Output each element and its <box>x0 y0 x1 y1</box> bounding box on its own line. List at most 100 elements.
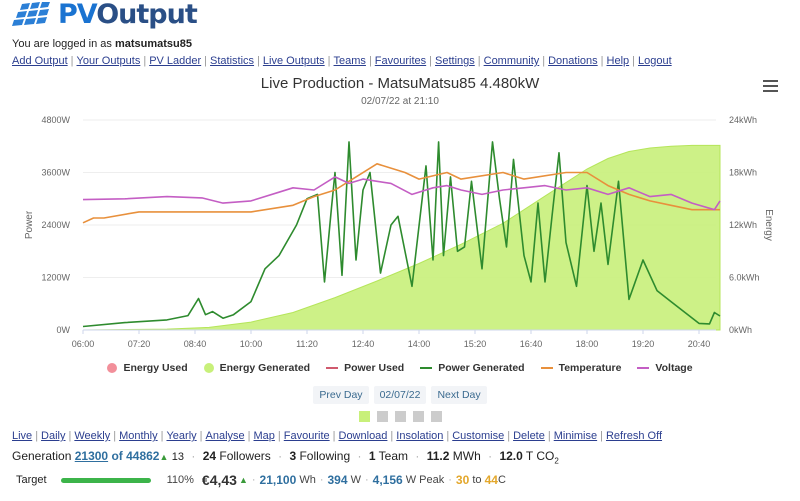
subnav-link-live[interactable]: Live <box>12 430 33 442</box>
followers-count: 24 <box>202 449 217 463</box>
temp-unit: C <box>497 474 506 486</box>
subnav-link-insolation[interactable]: Insolation <box>396 430 444 442</box>
energy-today: 21,100 <box>259 473 297 487</box>
nav-link-donations[interactable]: Donations <box>548 55 598 67</box>
subnav-link-monthly[interactable]: Monthly <box>119 430 158 442</box>
subnav-link-delete[interactable]: Delete <box>513 430 545 442</box>
x-tick-label: 18:00 <box>576 339 599 349</box>
nav-link-logout[interactable]: Logout <box>638 55 672 67</box>
legend-label: Power Used <box>344 362 405 374</box>
y-right-axis-title: Energy <box>763 209 774 241</box>
y-right-tick-label: 18kWh <box>729 168 757 178</box>
pager-square-5[interactable] <box>430 411 442 422</box>
nav-link-help[interactable]: Help <box>606 55 630 67</box>
x-tick-label: 11:20 <box>296 339 318 349</box>
nav-separator: | <box>429 55 433 67</box>
current-power: 394 <box>327 473 348 487</box>
subnav-link-customise[interactable]: Customise <box>452 430 505 442</box>
subnav-link-map[interactable]: Map <box>253 430 275 442</box>
pager-square-3[interactable] <box>394 411 406 422</box>
target-percent: 110% <box>166 474 194 486</box>
legend-label: Voltage <box>655 362 693 374</box>
x-tick-label: 07:20 <box>128 339 151 349</box>
hamburger-icon[interactable] <box>763 80 778 93</box>
nav-link-statistics[interactable]: Statistics <box>210 55 255 67</box>
pager-square-1[interactable] <box>358 411 370 422</box>
target-row: Target 110% €4,43 ▲ · 21,100 Wh · 394 W ·… <box>16 472 506 488</box>
x-tick-label: 12:40 <box>352 339 375 349</box>
generation-rank-link[interactable]: 21300 <box>74 449 109 463</box>
subnav-link-refresh-off[interactable]: Refresh Off <box>605 430 663 442</box>
legend-energy-used[interactable]: Energy Used <box>107 362 188 374</box>
nav-link-pv-ladder[interactable]: PV Ladder <box>149 55 202 67</box>
system-nav: Live | Daily | Weekly | Monthly | Yearly | Analyse… <box>12 430 662 442</box>
nav-link-add-output[interactable]: Add Output <box>12 55 68 67</box>
nav-separator: | <box>332 430 336 442</box>
following-label[interactable]: Following <box>299 449 351 463</box>
legend-label: Energy Generated <box>219 362 311 374</box>
nav-link-favourites[interactable]: Favourites <box>374 55 427 67</box>
x-tick-label: 10:00 <box>240 339 263 349</box>
pager-square-2[interactable] <box>376 411 388 422</box>
subnav-link-minimise[interactable]: Minimise <box>553 430 598 442</box>
next-day-button[interactable]: Next Day <box>431 386 487 404</box>
solar-panel-icon <box>12 2 50 26</box>
logo-text-output: Output <box>96 0 198 30</box>
pvoutput-logo[interactable]: PVOutput <box>12 0 198 30</box>
energy-today-unit: Wh <box>299 474 316 486</box>
date-picker-button[interactable]: 02/07/22 <box>373 386 427 404</box>
subnav-link-favourite[interactable]: Favourite <box>283 430 330 442</box>
series-temperature-line <box>82 163 720 224</box>
y-right-tick-label: 6.0kWh <box>729 273 760 283</box>
peak-power-unit: W Peak <box>405 474 445 486</box>
team-count: 1 <box>368 449 376 463</box>
energy-total: 11.2 <box>426 449 450 463</box>
nav-separator: | <box>70 55 74 67</box>
legend-temperature[interactable]: Temperature <box>540 362 621 374</box>
x-tick-label: 14:00 <box>408 339 431 349</box>
nav-separator: | <box>327 55 331 67</box>
team-label[interactable]: Team <box>378 449 409 463</box>
nav-separator: | <box>600 430 603 442</box>
subnav-link-weekly[interactable]: Weekly <box>74 430 111 442</box>
up-arrow-icon: ▲ <box>238 475 248 485</box>
nav-separator: | <box>160 430 164 442</box>
legend-power-generated[interactable]: Power Generated <box>420 362 525 374</box>
legend-line-icon <box>326 367 339 369</box>
nav-link-your-outputs[interactable]: Your Outputs <box>76 55 141 67</box>
legend-energy-generated[interactable]: Energy Generated <box>203 362 311 374</box>
subnav-link-daily[interactable]: Daily <box>41 430 66 442</box>
chart-subtitle: 02/07/22 at 21:10 <box>361 96 439 107</box>
nav-separator: | <box>547 430 551 442</box>
nav-separator: | <box>477 55 481 67</box>
legend-voltage[interactable]: Voltage <box>637 362 693 374</box>
subnav-link-download[interactable]: Download <box>338 430 388 442</box>
system-stats: Generation 21300 of 44862▲ 13 · 24 Follo… <box>12 449 559 466</box>
live-production-chart: 0W 1200W 2400W 3600W 4800W 0kWh 6.0kWh 12kWh 18k… <box>24 115 774 349</box>
nav-link-live-outputs[interactable]: Live Outputs <box>262 55 325 67</box>
y-right-tick-label: 0kWh <box>729 325 752 335</box>
chart-title: Live Production - MatsuMatsu85 4.480kW <box>260 75 540 92</box>
legend-label: Power Generated <box>438 362 525 374</box>
nav-link-settings[interactable]: Settings <box>435 55 475 67</box>
x-tick-label: 16:40 <box>520 339 543 349</box>
prev-day-button[interactable]: Prev Day <box>313 386 369 404</box>
y-left-tick-label: 4800W <box>41 115 70 125</box>
pager-square-4[interactable] <box>412 411 424 422</box>
subnav-link-analyse[interactable]: Analyse <box>205 430 245 442</box>
nav-link-community[interactable]: Community <box>483 55 540 67</box>
co2-unit: T CO <box>525 449 555 463</box>
followers-label[interactable]: Followers <box>219 449 271 463</box>
temp-to: to <box>472 474 482 486</box>
nav-separator: | <box>247 430 251 442</box>
legend-power-used[interactable]: Power Used <box>326 362 404 374</box>
nav-separator: | <box>600 55 604 67</box>
savings-value: €4,43 <box>201 472 237 488</box>
nav-separator: | <box>257 55 260 67</box>
temp-min: 30 <box>455 473 470 487</box>
legend-dot-icon <box>107 363 118 373</box>
nav-link-teams[interactable]: Teams <box>333 55 366 67</box>
subnav-link-yearly[interactable]: Yearly <box>166 430 197 442</box>
login-status: You are logged in as matsumatsu85 <box>12 38 192 50</box>
y-left-axis-title: Power <box>24 210 35 239</box>
